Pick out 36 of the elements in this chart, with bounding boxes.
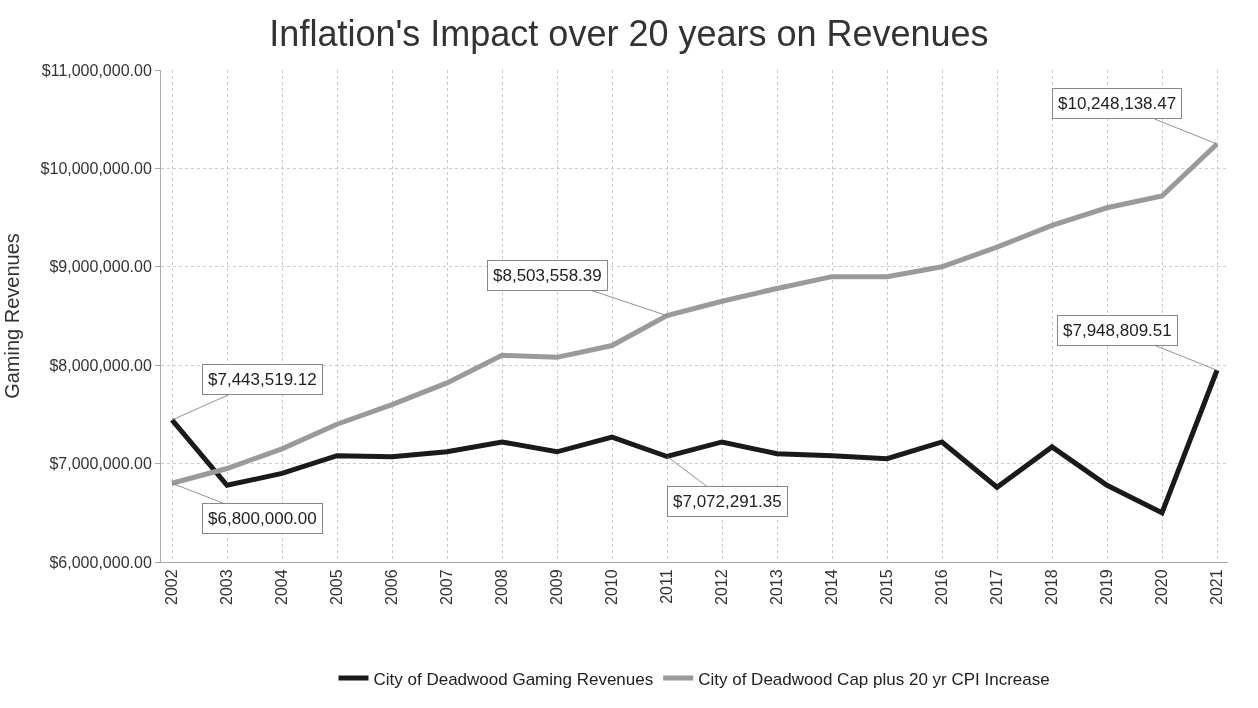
x-tick-label: 2006 [383, 569, 401, 605]
data-label: $7,072,291.35 [673, 492, 782, 511]
x-tick-label: 2018 [1043, 569, 1061, 605]
data-label: $8,503,558.39 [493, 266, 602, 285]
x-tick-label: 2003 [218, 569, 236, 605]
data-label: $7,948,809.51 [1063, 321, 1172, 340]
y-tick-label: $11,000,000.00 [41, 61, 152, 79]
y-tick-label: $7,000,000.00 [49, 455, 152, 473]
x-tick-label: 2019 [1098, 569, 1116, 605]
x-tick-label: 2005 [328, 569, 346, 605]
x-tick-label: 2015 [878, 569, 896, 605]
legend-label: City of Deadwood Gaming Revenues [373, 669, 654, 689]
chart-title: Inflation's Impact over 20 years on Revenues [269, 13, 989, 55]
x-tick-label: 2011 [658, 569, 676, 604]
x-tick-label: 2007 [438, 569, 456, 605]
x-tick-label: 2009 [548, 569, 566, 605]
x-tick-label: 2010 [603, 569, 621, 605]
y-tick-label: $6,000,000.00 [49, 553, 152, 571]
x-tick-label: 2021 [1208, 569, 1226, 605]
data-label: $7,443,519.12 [208, 370, 317, 389]
x-tick-label: 2016 [933, 569, 951, 605]
x-tick-label: 2012 [713, 569, 731, 605]
legend-label: City of Deadwood Cap plus 20 yr CPI Increase [698, 669, 1050, 689]
x-tick-label: 2014 [823, 569, 841, 605]
y-tick-label: $8,000,000.00 [49, 356, 152, 374]
y-tick-label: $10,000,000.00 [40, 160, 152, 177]
y-tick-label: $9,000,000.00 [49, 258, 152, 276]
data-label: $6,800,000.00 [208, 509, 317, 528]
x-tick-label: 2002 [163, 569, 181, 605]
data-label: $10,248,138.47 [1058, 94, 1177, 113]
x-tick-label: 2008 [493, 569, 511, 605]
x-tick-label: 2004 [273, 569, 291, 605]
x-tick-label: 2013 [768, 569, 786, 605]
x-tick-label: 2020 [1153, 569, 1171, 605]
x-tick-label: 2017 [988, 569, 1006, 605]
y-axis-title: Gaming Revenues [1, 233, 24, 399]
